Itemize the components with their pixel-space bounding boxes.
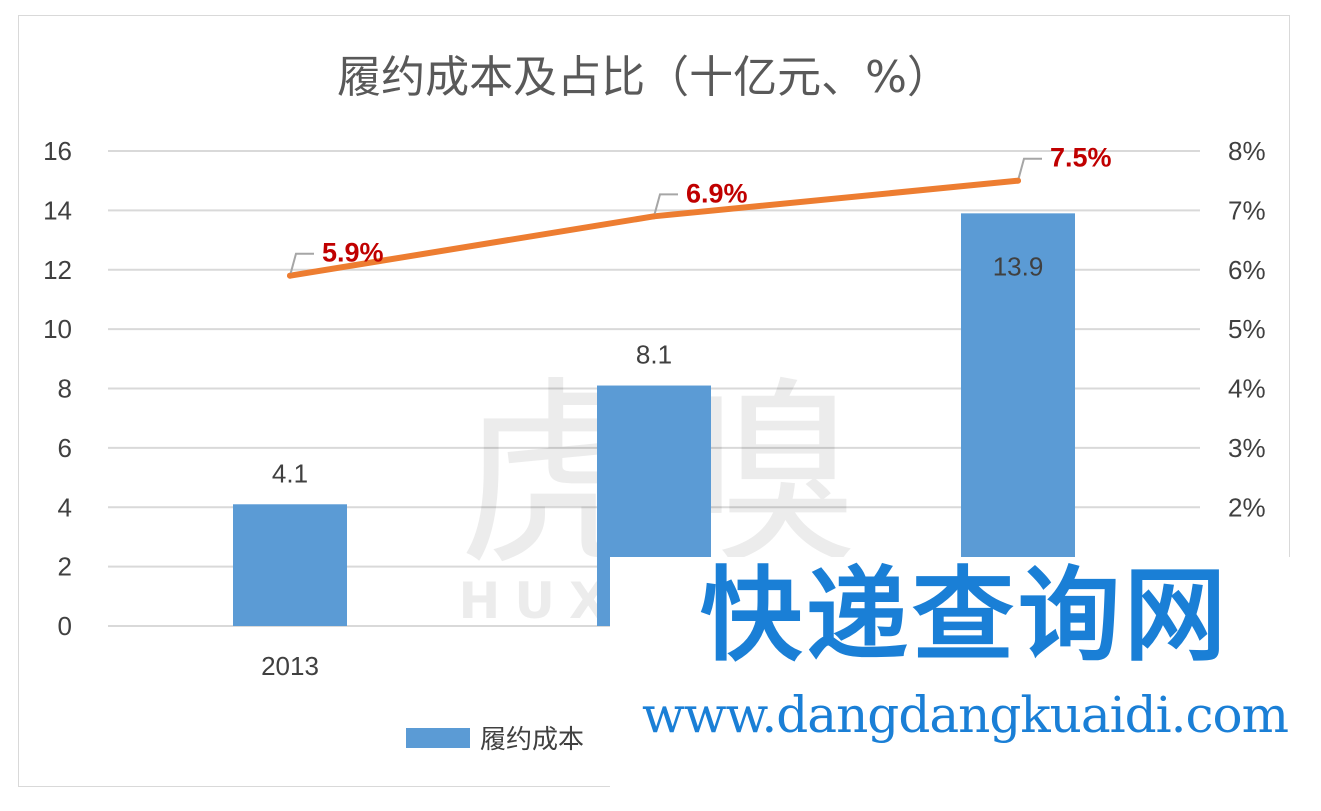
category-axis: 2013 <box>261 651 319 681</box>
legend: 履约成本 <box>406 725 584 755</box>
banner-url: www.dangdangkuaidi.com <box>641 686 1289 744</box>
right-tick-label: 5% <box>1228 314 1266 344</box>
leader-line <box>1017 157 1042 181</box>
left-tick-label: 6 <box>58 433 72 463</box>
line-value-label: 5.9% <box>322 238 384 268</box>
left-tick-label: 2 <box>58 552 72 582</box>
right-axis: 2% 3% 4% 5% 6% 7% 8% <box>1228 136 1266 522</box>
legend-entry: 履约成本 <box>480 725 584 755</box>
line-value-label: 6.9% <box>686 178 748 208</box>
right-tick-label: 4% <box>1228 374 1266 404</box>
bar <box>233 504 347 626</box>
bar-value-label: 8.1 <box>636 340 672 370</box>
watermark-subtext: HUX <box>459 572 622 630</box>
chart-title: 履约成本及占比（十亿元、%） <box>337 52 951 103</box>
left-tick-label: 8 <box>58 374 72 404</box>
banner-title: 快递查询网 <box>700 557 1230 676</box>
legend-swatch <box>406 728 470 748</box>
left-tick-label: 0 <box>58 611 72 641</box>
line-path <box>287 177 1021 279</box>
left-tick-label: 4 <box>58 492 72 522</box>
watermark-banner: 快递查询网 www.dangdangkuaidi.com <box>610 557 1321 811</box>
right-tick-label: 7% <box>1228 195 1266 225</box>
line-value-label: 7.5% <box>1050 143 1112 173</box>
left-tick-label: 12 <box>43 255 72 285</box>
line-point <box>287 272 293 279</box>
bar-value-label: 4.1 <box>272 458 308 488</box>
leader-line <box>289 252 314 276</box>
right-tick-label: 8% <box>1228 136 1266 166</box>
left-tick-label: 14 <box>43 195 72 225</box>
right-tick-label: 2% <box>1228 492 1266 522</box>
leader-line <box>653 193 678 217</box>
left-axis: 0 2 4 6 8 10 12 14 16 <box>43 136 72 641</box>
right-tick-label: 6% <box>1228 255 1266 285</box>
line-series: 5.9% 6.9% 7.5% <box>287 143 1112 279</box>
left-tick-label: 16 <box>43 136 72 166</box>
category-label: 2013 <box>261 651 319 681</box>
line-point <box>1015 177 1021 184</box>
bar-value-label: 13.9 <box>993 251 1044 281</box>
line-point <box>651 213 657 220</box>
right-tick-label: 3% <box>1228 433 1266 463</box>
bar-labels: 4.1 8.1 13.9 <box>272 251 1043 488</box>
left-tick-label: 10 <box>43 314 72 344</box>
